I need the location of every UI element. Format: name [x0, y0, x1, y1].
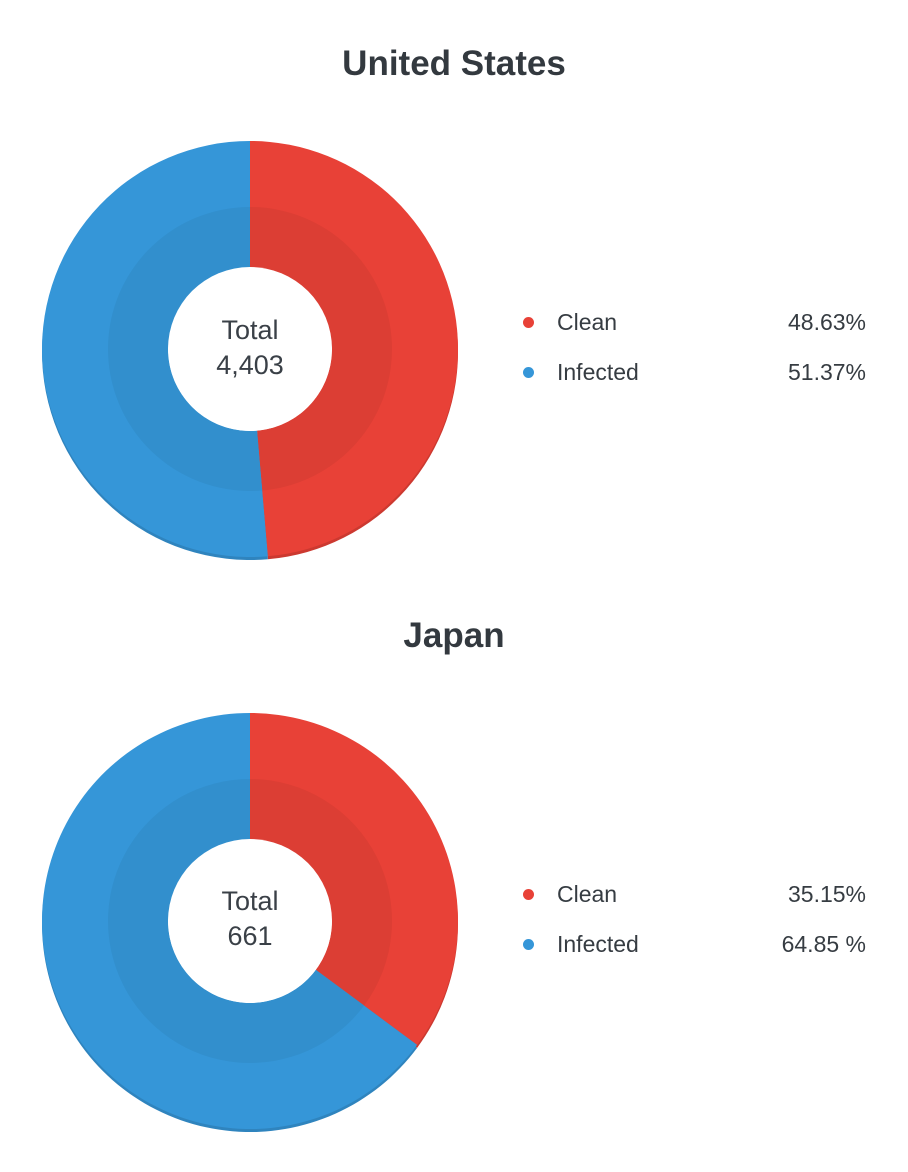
- legend-value: 51.37%: [787, 359, 866, 385]
- legend-value: 48.63%: [787, 309, 866, 335]
- legend-label: Infected: [557, 359, 639, 385]
- chart-title: Japan: [403, 616, 505, 655]
- legend-label: Clean: [557, 309, 618, 335]
- slice-inner-band: [250, 779, 392, 1006]
- donut-hole: [168, 839, 332, 1003]
- legend-value: 35.15%: [787, 881, 866, 907]
- donut-slice-infected[interactable]: [41, 141, 268, 561]
- legend-item-infected[interactable]: Infected 51.37%: [520, 354, 870, 404]
- donut-slice-clean[interactable]: [250, 713, 459, 1048]
- legend-dot-icon: [523, 889, 534, 900]
- donut-chart-panel: United States Total 4,403 Clean 48.63% I…: [41, 44, 870, 561]
- total-value: 661: [227, 921, 273, 951]
- slice-inner-band: [107, 207, 263, 491]
- legend-dot-icon: [523, 367, 534, 378]
- legend: Clean 48.63% Infected 51.37%: [520, 304, 870, 404]
- legend-value: 64.85 %: [781, 931, 866, 957]
- slice-inner-band: [250, 207, 392, 491]
- legend-label: Infected: [557, 931, 639, 957]
- legend-dot-icon: [523, 939, 534, 950]
- donut-center-label: Total 4,403: [170, 313, 330, 383]
- legend-item-clean[interactable]: Clean 48.63%: [520, 304, 870, 354]
- donut-slice-clean[interactable]: [250, 141, 459, 560]
- total-label: Total: [221, 886, 279, 916]
- legend-dot-icon: [523, 317, 534, 328]
- legend-item-infected[interactable]: Infected 64.85 %: [520, 926, 870, 976]
- donut-chart: [42, 713, 459, 1132]
- donut-center-label: Total 661: [170, 884, 330, 954]
- donut-chart-panel: Japan Total 661 Clean 35.15% Infected 64…: [0, 572, 908, 1158]
- donut-chart: [41, 141, 459, 561]
- slice-inner-band: [107, 779, 365, 1063]
- legend-item-clean[interactable]: Clean 35.15%: [520, 876, 870, 926]
- legend-label: Clean: [557, 881, 618, 907]
- chart-title: United States: [342, 44, 566, 83]
- total-value: 4,403: [216, 350, 284, 380]
- legend: Clean 35.15% Infected 64.85 %: [520, 876, 870, 976]
- donut-hole: [168, 267, 332, 431]
- total-label: Total: [221, 315, 279, 345]
- donut-slice-infected[interactable]: [42, 713, 418, 1132]
